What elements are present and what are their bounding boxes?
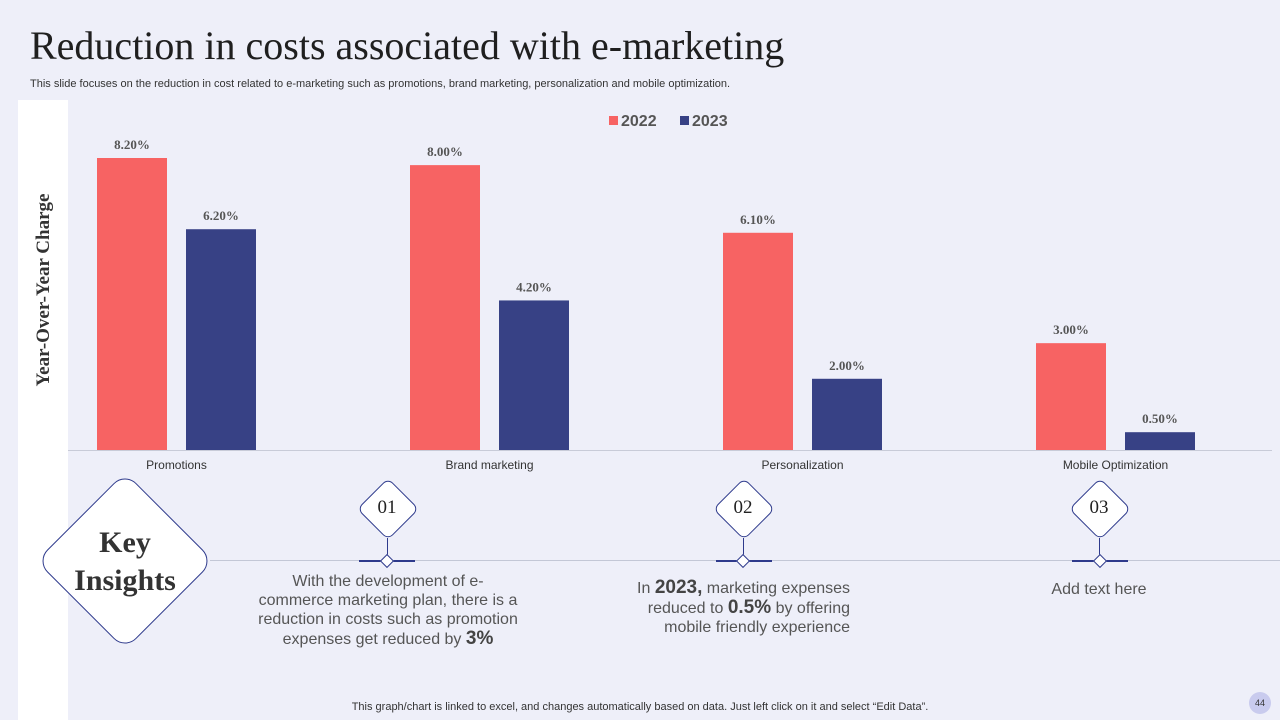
legend-swatch-2022: [609, 116, 618, 125]
bar-2022-3[interactable]: [723, 232, 793, 450]
insight-dot-02: [735, 553, 751, 569]
legend-swatch-2023: [680, 116, 689, 125]
slide-subtitle: This slide focuses on the reduction in c…: [30, 78, 731, 90]
insight-dot-03: [1092, 553, 1108, 569]
insight-connector-01: [387, 538, 388, 558]
insight-connector-03: [1099, 538, 1100, 558]
bar-2022-4[interactable]: [1036, 343, 1106, 450]
data-label-2023-4: 0.50%: [1142, 411, 1178, 426]
bar-2022-2[interactable]: [410, 165, 480, 450]
key-insights-heading: Key Insights: [74, 526, 176, 597]
insight-number-01: 01: [377, 497, 397, 518]
data-label-2022-2: 8.00%: [427, 144, 463, 159]
insight-text-03[interactable]: Add text here: [1051, 581, 1147, 598]
bar-2023-2[interactable]: [499, 300, 569, 450]
data-label-2022-1: 8.20%: [114, 137, 150, 152]
bar-2022-1[interactable]: [97, 158, 167, 450]
legend-label-2023: 2023: [692, 113, 728, 130]
data-label-2023-2: 4.20%: [516, 279, 552, 294]
data-label-2022-4: 3.00%: [1053, 322, 1089, 337]
bar-chart[interactable]: 8.20% 6.20% Promotions 8.00% 4.20% Brand mark…: [0, 0, 1280, 480]
legend-label-2022: 2022: [621, 113, 657, 130]
insight-connector-02: [743, 538, 744, 558]
page-number: 44: [1249, 692, 1271, 714]
bar-2023-4[interactable]: [1125, 432, 1195, 450]
bar-2023-3[interactable]: [812, 378, 882, 450]
x-tick-label-3: Personalization: [761, 458, 843, 472]
data-label-2023-1: 6.20%: [203, 208, 239, 223]
x-tick-label-1: Promotions: [146, 458, 207, 472]
slide-footer-note: This graph/chart is linked to excel, and…: [351, 701, 929, 713]
insight-dot-01: [379, 553, 395, 569]
x-tick-label-4: Mobile Optimization: [1063, 458, 1168, 472]
bar-2023-1[interactable]: [186, 229, 256, 450]
insight-number-02: 02: [733, 497, 753, 518]
y-axis-panel: [18, 100, 68, 720]
slide-title: Reduction in costs associated with e-mar…: [30, 23, 785, 68]
x-tick-label-2: Brand marketing: [445, 458, 533, 472]
insight-text-02: In 2023, marketing expenses reduced to 0…: [637, 577, 850, 636]
insight-text-01: With the development of e-commerce marke…: [258, 573, 518, 649]
data-label-2023-3: 2.00%: [829, 358, 865, 373]
insight-number-03: 03: [1089, 497, 1109, 518]
data-label-2022-3: 6.10%: [740, 212, 776, 227]
